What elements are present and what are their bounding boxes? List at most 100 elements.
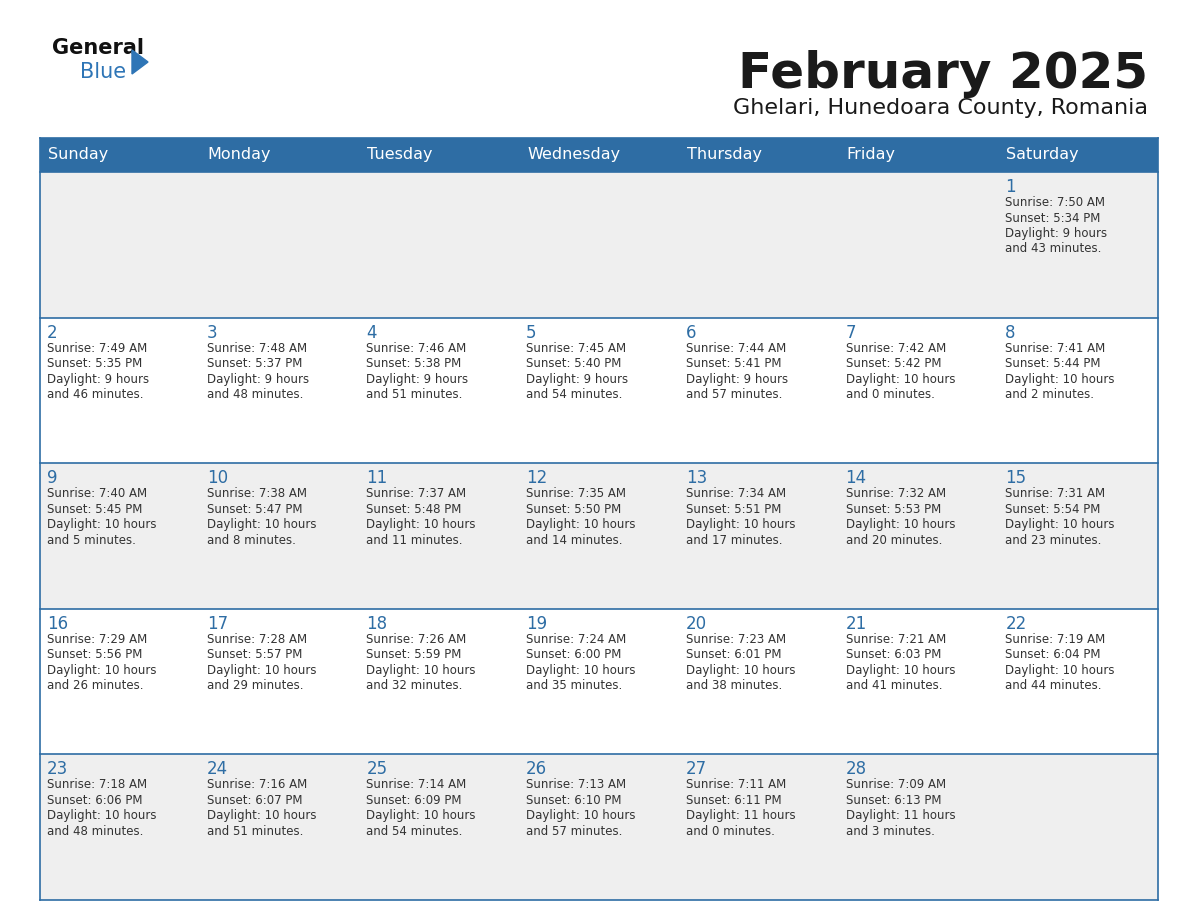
Text: and 3 minutes.: and 3 minutes. [846,825,935,838]
Text: 10: 10 [207,469,228,487]
Text: Sunrise: 7:14 AM: Sunrise: 7:14 AM [366,778,467,791]
Text: Sunrise: 7:23 AM: Sunrise: 7:23 AM [685,633,786,645]
Text: 8: 8 [1005,324,1016,341]
FancyBboxPatch shape [40,318,1158,464]
Text: 28: 28 [846,760,867,778]
Text: and 32 minutes.: and 32 minutes. [366,679,463,692]
Text: Sunrise: 7:29 AM: Sunrise: 7:29 AM [48,633,147,645]
Text: and 48 minutes.: and 48 minutes. [207,388,303,401]
Text: Tuesday: Tuesday [367,148,432,162]
Text: 9: 9 [48,469,57,487]
Text: Sunset: 6:09 PM: Sunset: 6:09 PM [366,794,462,807]
Text: Sunset: 6:13 PM: Sunset: 6:13 PM [846,794,941,807]
Text: Thursday: Thursday [687,148,762,162]
Text: Daylight: 10 hours: Daylight: 10 hours [846,518,955,532]
Text: Sunset: 6:03 PM: Sunset: 6:03 PM [846,648,941,661]
Text: 16: 16 [48,615,68,633]
Text: 3: 3 [207,324,217,341]
Text: 20: 20 [685,615,707,633]
Text: 6: 6 [685,324,696,341]
Text: and 57 minutes.: and 57 minutes. [526,825,623,838]
Text: 18: 18 [366,615,387,633]
Text: Sunset: 5:42 PM: Sunset: 5:42 PM [846,357,941,370]
Text: Sunrise: 7:44 AM: Sunrise: 7:44 AM [685,341,786,354]
Text: Sunrise: 7:49 AM: Sunrise: 7:49 AM [48,341,147,354]
Text: Sunset: 6:04 PM: Sunset: 6:04 PM [1005,648,1101,661]
Text: Sunset: 5:44 PM: Sunset: 5:44 PM [1005,357,1101,370]
Text: and 43 minutes.: and 43 minutes. [1005,242,1101,255]
Text: Daylight: 10 hours: Daylight: 10 hours [526,518,636,532]
Text: and 11 minutes.: and 11 minutes. [366,533,463,547]
Text: Sunday: Sunday [48,148,108,162]
Text: Sunrise: 7:35 AM: Sunrise: 7:35 AM [526,487,626,500]
Text: Daylight: 10 hours: Daylight: 10 hours [1005,518,1114,532]
Text: Daylight: 10 hours: Daylight: 10 hours [526,664,636,677]
Text: 22: 22 [1005,615,1026,633]
Text: Sunset: 5:59 PM: Sunset: 5:59 PM [366,648,462,661]
Text: Daylight: 9 hours: Daylight: 9 hours [366,373,468,386]
Text: 24: 24 [207,760,228,778]
Text: 19: 19 [526,615,548,633]
Text: Daylight: 10 hours: Daylight: 10 hours [48,518,157,532]
Text: Sunset: 5:41 PM: Sunset: 5:41 PM [685,357,782,370]
Text: Sunrise: 7:16 AM: Sunrise: 7:16 AM [207,778,307,791]
Text: Sunrise: 7:34 AM: Sunrise: 7:34 AM [685,487,786,500]
Text: Daylight: 10 hours: Daylight: 10 hours [48,810,157,823]
Text: and 29 minutes.: and 29 minutes. [207,679,303,692]
Text: Daylight: 10 hours: Daylight: 10 hours [1005,664,1114,677]
Text: Daylight: 9 hours: Daylight: 9 hours [685,373,788,386]
Text: Monday: Monday [208,148,271,162]
Text: and 46 minutes.: and 46 minutes. [48,388,144,401]
Text: Sunrise: 7:18 AM: Sunrise: 7:18 AM [48,778,147,791]
Text: 26: 26 [526,760,548,778]
Text: Daylight: 11 hours: Daylight: 11 hours [685,810,796,823]
Text: Sunset: 6:11 PM: Sunset: 6:11 PM [685,794,782,807]
Text: Sunrise: 7:32 AM: Sunrise: 7:32 AM [846,487,946,500]
Text: Sunset: 5:45 PM: Sunset: 5:45 PM [48,503,143,516]
Text: Daylight: 10 hours: Daylight: 10 hours [207,518,316,532]
Text: Sunset: 5:38 PM: Sunset: 5:38 PM [366,357,462,370]
Text: General: General [52,38,144,58]
Text: 11: 11 [366,469,387,487]
Text: Sunrise: 7:50 AM: Sunrise: 7:50 AM [1005,196,1105,209]
Text: Daylight: 10 hours: Daylight: 10 hours [846,373,955,386]
Text: and 17 minutes.: and 17 minutes. [685,533,783,547]
Text: Daylight: 11 hours: Daylight: 11 hours [846,810,955,823]
Text: and 51 minutes.: and 51 minutes. [207,825,303,838]
Text: Daylight: 10 hours: Daylight: 10 hours [366,664,476,677]
Text: Sunrise: 7:42 AM: Sunrise: 7:42 AM [846,341,946,354]
Text: and 23 minutes.: and 23 minutes. [1005,533,1101,547]
Text: Sunrise: 7:48 AM: Sunrise: 7:48 AM [207,341,307,354]
Text: Daylight: 10 hours: Daylight: 10 hours [685,664,795,677]
Text: Daylight: 10 hours: Daylight: 10 hours [207,664,316,677]
Text: Sunset: 6:01 PM: Sunset: 6:01 PM [685,648,782,661]
Text: 13: 13 [685,469,707,487]
Text: 23: 23 [48,760,68,778]
Text: Daylight: 10 hours: Daylight: 10 hours [1005,373,1114,386]
Text: Sunrise: 7:41 AM: Sunrise: 7:41 AM [1005,341,1106,354]
Text: Daylight: 10 hours: Daylight: 10 hours [366,810,476,823]
Text: Sunrise: 7:21 AM: Sunrise: 7:21 AM [846,633,946,645]
Text: and 54 minutes.: and 54 minutes. [366,825,463,838]
Text: 2: 2 [48,324,58,341]
Text: Sunrise: 7:19 AM: Sunrise: 7:19 AM [1005,633,1106,645]
Text: and 44 minutes.: and 44 minutes. [1005,679,1101,692]
Text: and 14 minutes.: and 14 minutes. [526,533,623,547]
Text: Sunrise: 7:40 AM: Sunrise: 7:40 AM [48,487,147,500]
Text: and 38 minutes.: and 38 minutes. [685,679,782,692]
Text: Sunset: 5:54 PM: Sunset: 5:54 PM [1005,503,1100,516]
Text: 14: 14 [846,469,867,487]
Text: February 2025: February 2025 [738,50,1148,98]
Text: Sunrise: 7:26 AM: Sunrise: 7:26 AM [366,633,467,645]
Text: Daylight: 9 hours: Daylight: 9 hours [1005,227,1107,240]
Text: Daylight: 9 hours: Daylight: 9 hours [207,373,309,386]
Text: Sunset: 5:53 PM: Sunset: 5:53 PM [846,503,941,516]
Text: Sunset: 5:35 PM: Sunset: 5:35 PM [48,357,143,370]
Text: and 54 minutes.: and 54 minutes. [526,388,623,401]
Text: and 57 minutes.: and 57 minutes. [685,388,782,401]
Text: Daylight: 10 hours: Daylight: 10 hours [207,810,316,823]
Text: Sunrise: 7:28 AM: Sunrise: 7:28 AM [207,633,307,645]
Text: and 20 minutes.: and 20 minutes. [846,533,942,547]
Text: and 41 minutes.: and 41 minutes. [846,679,942,692]
Text: and 8 minutes.: and 8 minutes. [207,533,296,547]
